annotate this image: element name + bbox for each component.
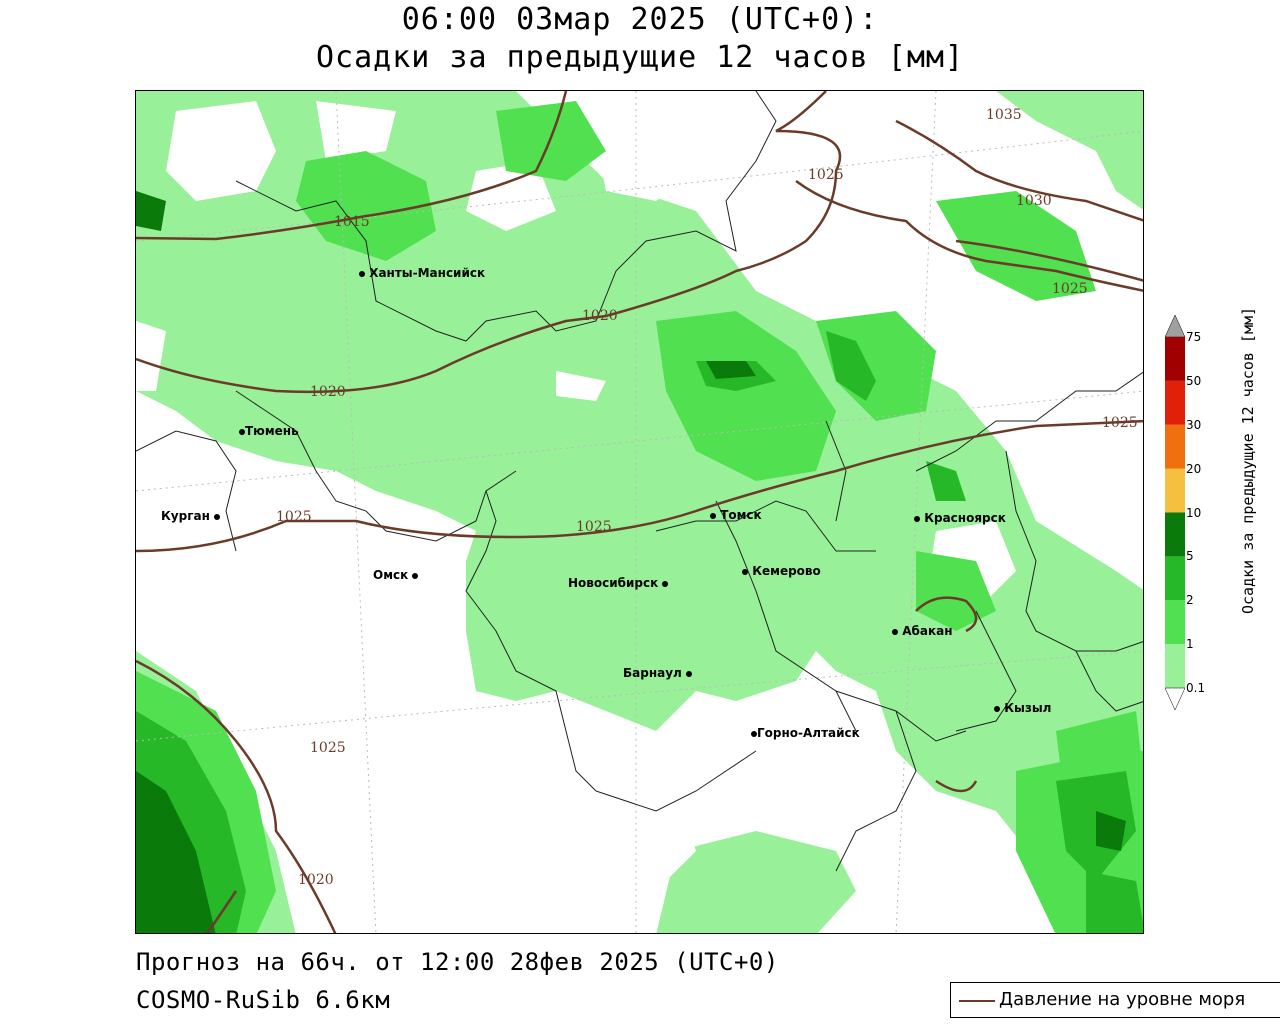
region-borders bbox=[136, 91, 1143, 872]
map-title-variable: Осадки за предыдущие 12 часов [мм] bbox=[315, 40, 965, 75]
city-khanty-mansiysk: Ханты-Мансийск bbox=[359, 266, 485, 280]
isobar-label: 1025 bbox=[310, 740, 346, 756]
colorbar-segment bbox=[1165, 468, 1185, 513]
isobar-label: 1020 bbox=[582, 308, 618, 324]
city-abakan: Абакан bbox=[892, 624, 952, 638]
isobar-label: 1020 bbox=[298, 872, 334, 888]
city-kyzyl: Кызыл bbox=[994, 701, 1051, 715]
isobar-label: 1020 bbox=[310, 384, 346, 400]
city-label: Абакан bbox=[902, 624, 953, 638]
isobar-label: 1025 bbox=[276, 509, 312, 525]
city-label: Ханты-Мансийск bbox=[369, 266, 486, 280]
isobars bbox=[136, 91, 1143, 933]
city-label: Красноярск bbox=[924, 511, 1006, 525]
colorbar-segment bbox=[1165, 644, 1185, 688]
city-marker-icon bbox=[892, 628, 898, 635]
colorbar-segment bbox=[1165, 512, 1185, 557]
colorbar-segment bbox=[1165, 600, 1185, 645]
colorbar-tick-label: 20 bbox=[1186, 461, 1202, 476]
city-krasnoyarsk: Красноярск bbox=[914, 511, 1006, 525]
colorbar-segment bbox=[1165, 424, 1185, 469]
city-marker-icon bbox=[914, 515, 920, 522]
colorbar-tick-label: 1 bbox=[1186, 637, 1194, 652]
city-marker-icon bbox=[239, 428, 245, 435]
map-canvas bbox=[136, 91, 1143, 933]
city-label: Томск bbox=[720, 508, 762, 522]
colorbar-segment bbox=[1165, 337, 1185, 381]
city-marker-icon bbox=[710, 512, 716, 519]
colorbar-title: Осадки за предыдущие 12 часов [мм] bbox=[1239, 306, 1257, 614]
city-label: Омск bbox=[373, 568, 409, 582]
city-label: Курган bbox=[161, 509, 210, 523]
pressure-legend-label: Давление на уровне моря bbox=[999, 989, 1246, 1010]
city-kemerovo: Кемерово bbox=[742, 564, 821, 578]
colorbar-top-arrow bbox=[1165, 315, 1185, 338]
colorbar-segment bbox=[1165, 556, 1185, 601]
colorbar-bottom-arrow bbox=[1165, 687, 1185, 710]
precip-very-heavy-areas bbox=[136, 191, 1126, 933]
pressure-legend: Давление на уровне моря bbox=[950, 982, 1280, 1018]
pressure-line-swatch bbox=[959, 1000, 995, 1002]
isobar-label: 1025 bbox=[1052, 281, 1088, 297]
isobar-label: 1015 bbox=[334, 214, 370, 230]
colorbar-tick-label: 50 bbox=[1186, 373, 1202, 388]
city-marker-icon bbox=[686, 670, 693, 677]
city-label: Кемерово bbox=[752, 564, 821, 578]
isobar-label: 1025 bbox=[576, 519, 612, 535]
city-label: Кызыл bbox=[1004, 701, 1052, 715]
colorbar-tick-label: 30 bbox=[1186, 417, 1202, 432]
isobar-label: 1025 bbox=[808, 167, 844, 183]
precipitation-map: Ханты-Мансийск Тюмень Курган Омск Новоси… bbox=[135, 90, 1144, 934]
city-marker-icon bbox=[742, 568, 748, 575]
city-barnaul: Барнаул bbox=[623, 666, 693, 680]
colorbar bbox=[1165, 315, 1185, 710]
city-marker-icon bbox=[662, 580, 669, 587]
graticule bbox=[136, 91, 1143, 933]
isobar-label: 1025 bbox=[1102, 415, 1138, 431]
city-novosibirsk: Новосибирск bbox=[568, 576, 669, 590]
isobar-label: 1035 bbox=[986, 107, 1022, 123]
map-title-time: 06:00 03мар 2025 (UTC+0): bbox=[401, 2, 879, 37]
city-label: Тюмень bbox=[245, 424, 299, 438]
colorbar-tick-label: 10 bbox=[1186, 505, 1202, 520]
city-kurgan: Курган bbox=[161, 509, 221, 523]
city-omsk: Омск bbox=[373, 568, 419, 582]
isobar-label: 1030 bbox=[1016, 193, 1052, 209]
city-marker-icon bbox=[412, 572, 419, 579]
city-gorno-altaysk: Горно-Алтайск bbox=[751, 726, 860, 740]
city-label: Горно-Алтайск bbox=[757, 726, 860, 740]
city-tomsk: Томск bbox=[710, 508, 762, 522]
city-marker-icon bbox=[751, 730, 757, 737]
colorbar-tick-label: 2 bbox=[1186, 593, 1194, 608]
colorbar-tick-label: 0.1 bbox=[1186, 681, 1206, 695]
colorbar-tick-label: 5 bbox=[1186, 549, 1194, 564]
city-label: Барнаул bbox=[623, 666, 682, 680]
city-marker-icon bbox=[994, 705, 1000, 712]
model-name: COSMO-RuSib 6.6км bbox=[136, 986, 391, 1014]
city-label: Новосибирск bbox=[568, 576, 659, 590]
city-marker-icon bbox=[214, 513, 221, 520]
colorbar-segment bbox=[1165, 380, 1185, 425]
colorbar-tick-label: 75 bbox=[1186, 330, 1202, 344]
city-marker-icon bbox=[359, 270, 365, 277]
precip-blank-areas bbox=[136, 101, 1016, 891]
forecast-info: Прогноз на 66ч. от 12:00 28фев 2025 (UTC… bbox=[136, 948, 779, 976]
city-tyumen: Тюмень bbox=[239, 424, 299, 438]
